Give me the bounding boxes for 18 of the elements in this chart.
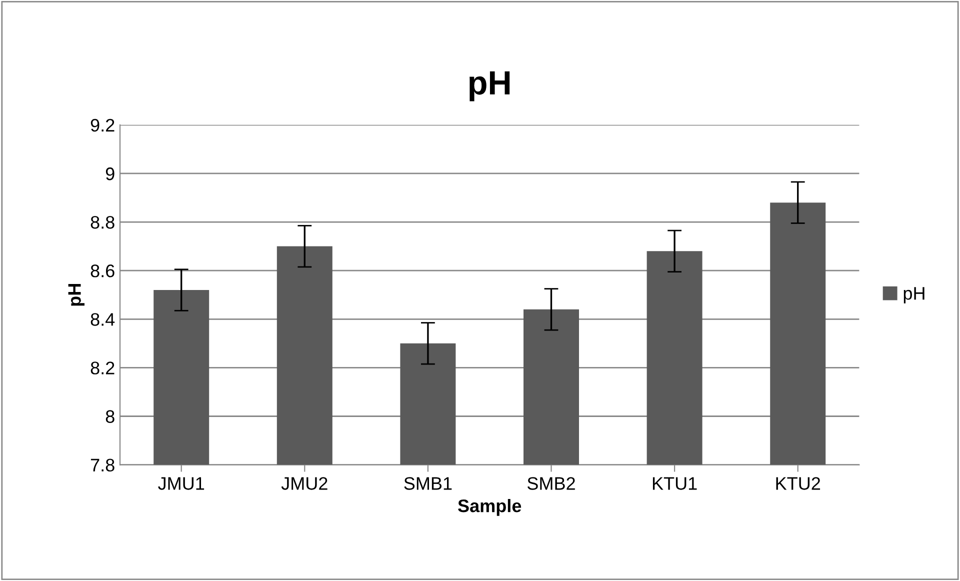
y-tick-label: 9 [106, 167, 114, 180]
y-tick-label: 8 [106, 410, 114, 423]
y-tick-label: 8.4 [90, 313, 115, 326]
x-tick-label: KTU2 [776, 477, 820, 490]
y-tick-label: 8.2 [90, 362, 114, 374]
x-tick-label: JMU2 [281, 477, 328, 490]
y-tick-label: 9.2 [90, 118, 114, 132]
x-tick-label: SMB2 [527, 477, 575, 490]
x-tick-label: SMB1 [404, 477, 452, 490]
chart-title: pH [470, 71, 510, 102]
x-tick-label: KTU1 [652, 477, 697, 490]
y-tick-label: 7.8 [90, 458, 114, 472]
y-tick-label: 8.6 [90, 264, 114, 278]
y-tick-label: 8.8 [90, 216, 114, 229]
x-axis-title: Sample [458, 498, 522, 516]
legend-label: pH [904, 287, 924, 304]
y-axis-title: pH [68, 284, 84, 306]
x-tick-label: JMU1 [158, 477, 204, 490]
